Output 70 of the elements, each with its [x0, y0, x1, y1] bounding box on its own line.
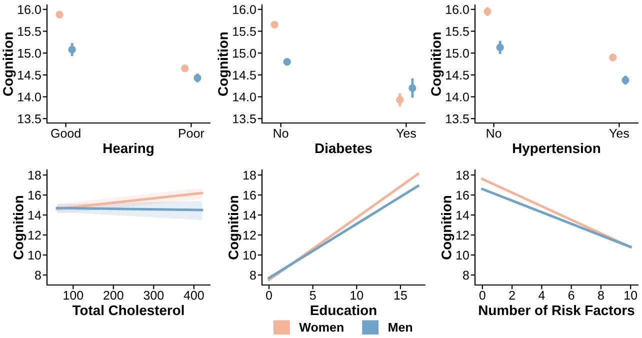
y-tick-label: 10	[456, 250, 469, 260]
y-axis-title: Cognition	[218, 32, 231, 96]
legend-label: Women	[299, 322, 344, 332]
y-axis-title: Cognition	[430, 32, 444, 96]
legend-label: Men	[388, 322, 412, 332]
y-tick-label: 14.0	[446, 92, 469, 102]
y-tick-label: 16.0	[446, 5, 469, 14]
x-tick-label: 400	[184, 290, 204, 300]
x-axis-title: Hypertension	[513, 142, 600, 156]
x-tick-label: 100	[64, 290, 84, 300]
y-tick-label: 18	[28, 170, 41, 180]
y-tick-label: 16	[243, 190, 256, 200]
x-axis-title: Hearing	[104, 142, 154, 156]
x-tick-label: 10	[624, 290, 638, 300]
y-axis-title: Cognition	[13, 196, 26, 260]
x-tick-label: 10	[350, 290, 364, 300]
y-tick-label: 14	[456, 210, 470, 220]
x-tick-label: 5	[310, 291, 316, 300]
x-tick-label: 6	[568, 290, 574, 300]
x-tick-label: 0	[479, 290, 486, 300]
y-tick-label: 14	[28, 210, 42, 220]
y-tick-label: 15.5	[233, 27, 256, 36]
y-tick-label: 15.5	[446, 27, 469, 36]
x-axis-title: Total Cholesterol	[72, 304, 184, 316]
y-tick-label: 14.0	[233, 92, 256, 102]
x-tick-label: 200	[104, 290, 124, 300]
y-tick-label: 16	[456, 190, 469, 200]
y-tick-label: 12	[243, 230, 256, 240]
y-tick-label: 16.0	[233, 5, 256, 14]
y-tick-label: 14.5	[446, 70, 469, 80]
x-tick-label: No	[274, 129, 288, 138]
y-tick-label: 14.5	[233, 70, 256, 80]
y-tick-label: 8	[463, 270, 469, 280]
x-tick-label: 300	[144, 290, 164, 300]
x-tick-label: Good	[51, 128, 80, 138]
x-tick-label: 4	[538, 291, 545, 300]
y-tick-label: 15.5	[18, 27, 41, 36]
y-tick-label: 18	[243, 170, 256, 180]
y-tick-label: 13.5	[18, 114, 41, 124]
x-tick-label: Poor	[179, 129, 204, 138]
y-axis-title: Cognition	[441, 196, 454, 260]
y-tick-label: 14.0	[18, 92, 41, 102]
x-tick-label: 15	[394, 291, 407, 300]
y-tick-label: 8	[250, 270, 256, 280]
x-tick-label: No	[486, 129, 502, 138]
y-tick-label: 15.0	[18, 48, 41, 58]
y-tick-label: 13.5	[446, 114, 469, 124]
y-axis-title: Cognition	[228, 196, 242, 260]
x-tick-label: 0	[266, 290, 272, 300]
y-tick-label: 10	[28, 250, 41, 260]
y-axis-title: Cognition	[2, 32, 16, 96]
y-tick-label: 8	[35, 270, 41, 280]
x-tick-label: Yes	[396, 129, 416, 138]
x-tick-label: 2	[509, 290, 515, 300]
x-axis-title: Diabetes	[315, 142, 372, 154]
y-tick-label: 10	[243, 250, 256, 260]
y-tick-label: 13.5	[233, 114, 256, 124]
x-tick-label: Yes	[609, 129, 629, 138]
y-tick-label: 16	[28, 190, 41, 200]
y-tick-label: 14.5	[18, 70, 41, 80]
y-tick-label: 12	[456, 230, 469, 240]
y-tick-label: 18	[456, 170, 469, 180]
y-tick-label: 15.0	[446, 48, 469, 58]
y-tick-label: 12	[28, 230, 41, 240]
y-tick-label: 15.0	[233, 48, 256, 58]
y-tick-label: 14	[243, 210, 256, 220]
x-tick-label: 8	[598, 290, 604, 300]
x-axis-title: Education	[310, 304, 376, 316]
x-axis-title: Number of Risk Factors	[479, 304, 634, 316]
y-tick-label: 16.0	[18, 5, 41, 14]
